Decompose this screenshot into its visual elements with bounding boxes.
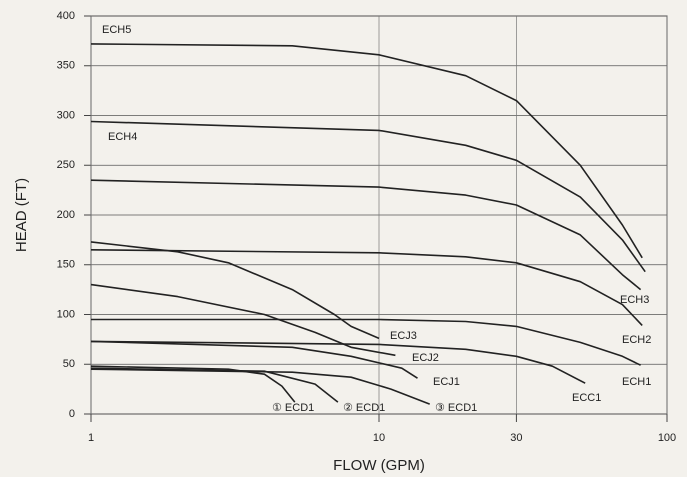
series-label: ECJ3 xyxy=(390,330,417,342)
curve xyxy=(90,241,380,340)
series-label: ECJ1 xyxy=(433,376,460,388)
series-label: ① ECD1 xyxy=(272,402,314,414)
curve xyxy=(90,120,646,273)
y-tick-label: 100 xyxy=(57,308,75,320)
y-tick-label: 400 xyxy=(57,10,75,22)
curve xyxy=(90,283,396,357)
curve xyxy=(90,43,643,259)
series-label: ② ECD1 xyxy=(343,402,385,414)
series-label: ECH1 xyxy=(622,376,651,388)
y-tick-label: 300 xyxy=(57,109,75,121)
y-tick-label: 0 xyxy=(69,408,75,420)
x-tick-label: 30 xyxy=(510,432,522,444)
y-tick-label: 50 xyxy=(63,358,75,370)
series-label: ECC1 xyxy=(572,392,601,404)
series-label: ECH3 xyxy=(620,294,649,306)
x-tick-label: 100 xyxy=(658,432,676,444)
y-tick-label: 150 xyxy=(57,259,75,271)
curve xyxy=(90,179,642,291)
curve xyxy=(90,249,643,326)
x-tick-label: 10 xyxy=(373,432,385,444)
series-label: ECJ2 xyxy=(412,352,439,364)
x-tick-label: 1 xyxy=(88,432,94,444)
curve xyxy=(91,318,641,366)
y-tick-label: 250 xyxy=(57,159,75,171)
y-axis-title: HEAD (FT) xyxy=(13,178,30,252)
series-label: ECH4 xyxy=(108,131,137,143)
series-label: ③ ECD1 xyxy=(435,402,477,414)
curve xyxy=(90,340,418,379)
y-tick-label: 200 xyxy=(57,209,75,221)
y-tick-label: 350 xyxy=(57,60,75,72)
series-label: ECH2 xyxy=(622,334,651,346)
x-axis-title: FLOW (GPM) xyxy=(333,457,425,474)
curve xyxy=(90,365,296,403)
curve xyxy=(90,340,586,384)
curve xyxy=(90,368,430,405)
series-label: ECH5 xyxy=(102,24,131,36)
